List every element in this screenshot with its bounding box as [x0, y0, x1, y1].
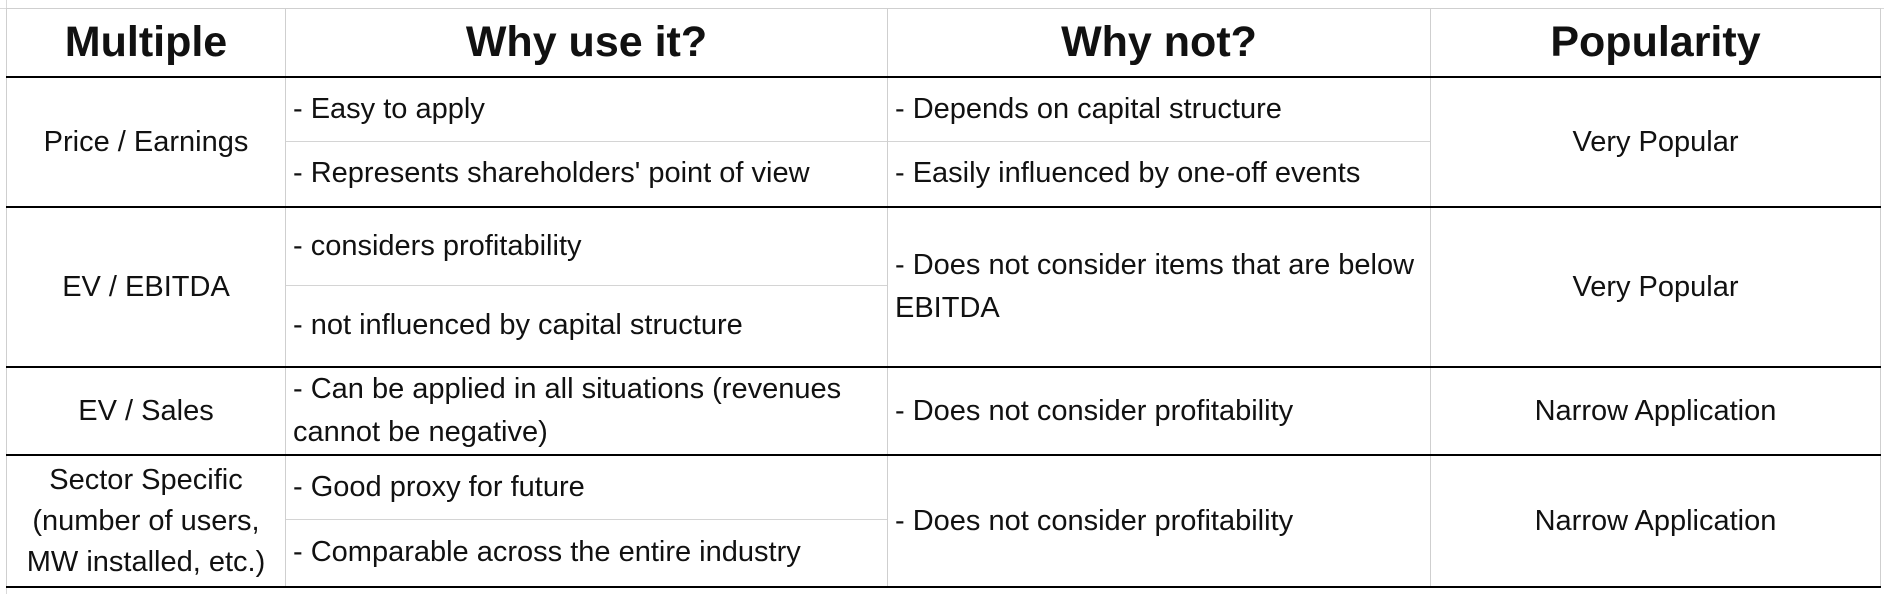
header-row: Multiple Why use it? Why not? Popularity — [6, 8, 1881, 78]
header-multiple: Multiple — [6, 8, 286, 78]
table-row: - not influenced by capital structure — [7, 284, 1881, 368]
popularity-cell[interactable]: Very Popular — [1430, 77, 1881, 208]
valuation-multiples-table: Multiple Why use it? Why not? Popularity… — [6, 8, 1881, 588]
table-row: - Represents shareholders' point of view… — [7, 140, 1881, 208]
popularity-cell[interactable]: Very Popular — [1430, 207, 1881, 368]
header-popularity: Popularity — [1430, 8, 1881, 78]
cons-cell[interactable]: - Does not consider profitability — [887, 455, 1431, 588]
pros-cell[interactable]: - Can be applied in all situations (reve… — [285, 367, 888, 456]
cons-cell[interactable]: - Does not consider items that are below… — [887, 207, 1431, 368]
pros-cell[interactable]: - Good proxy for future — [285, 455, 888, 519]
pros-cell[interactable]: - Comparable across the entire industry — [285, 518, 888, 588]
pros-cell[interactable]: - not influenced by capital structure — [285, 284, 888, 368]
header-why-use-it: Why use it? — [285, 8, 888, 78]
pros-cell[interactable]: - Easy to apply — [285, 77, 888, 141]
pros-cell[interactable]: - Represents shareholders' point of view — [285, 140, 888, 208]
table-row: - Comparable across the entire industry — [7, 518, 1881, 588]
popularity-cell[interactable]: Narrow Application — [1430, 455, 1881, 588]
cons-cell[interactable]: - Depends on capital structure — [887, 77, 1431, 141]
popularity-cell[interactable]: Narrow Application — [1430, 367, 1881, 456]
table-row: Price / Earnings - Easy to apply - Depen… — [6, 77, 1881, 208]
multiple-cell[interactable]: Price / Earnings — [6, 77, 286, 208]
table-row: Sector Specific (number of users, MW ins… — [6, 455, 1881, 588]
cons-cell[interactable]: - Does not consider profitability — [887, 367, 1431, 456]
multiple-cell[interactable]: Sector Specific (number of users, MW ins… — [6, 455, 286, 588]
multiple-cell[interactable]: EV / Sales — [6, 367, 286, 456]
multiple-cell[interactable]: EV / EBITDA — [6, 207, 286, 368]
pros-cell[interactable]: - considers profitability — [285, 207, 888, 285]
header-why-not: Why not? — [887, 8, 1431, 78]
cons-cell[interactable]: - Easily influenced by one-off events — [887, 140, 1431, 208]
table-row: EV / Sales - Can be applied in all situa… — [6, 367, 1881, 456]
table-row: EV / EBITDA - considers profitability - … — [6, 207, 1881, 368]
